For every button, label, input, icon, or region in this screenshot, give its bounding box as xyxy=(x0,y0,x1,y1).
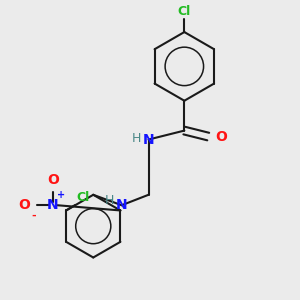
Text: O: O xyxy=(19,198,31,212)
Text: N: N xyxy=(47,198,59,212)
Text: Cl: Cl xyxy=(178,5,191,18)
Text: N: N xyxy=(143,133,154,146)
Text: +: + xyxy=(57,190,66,200)
Text: O: O xyxy=(47,173,59,187)
Text: N: N xyxy=(116,198,127,212)
Text: H: H xyxy=(132,132,141,145)
Text: O: O xyxy=(215,130,227,144)
Text: Cl: Cl xyxy=(76,191,89,205)
Text: H: H xyxy=(105,194,114,207)
Text: -: - xyxy=(31,211,36,220)
